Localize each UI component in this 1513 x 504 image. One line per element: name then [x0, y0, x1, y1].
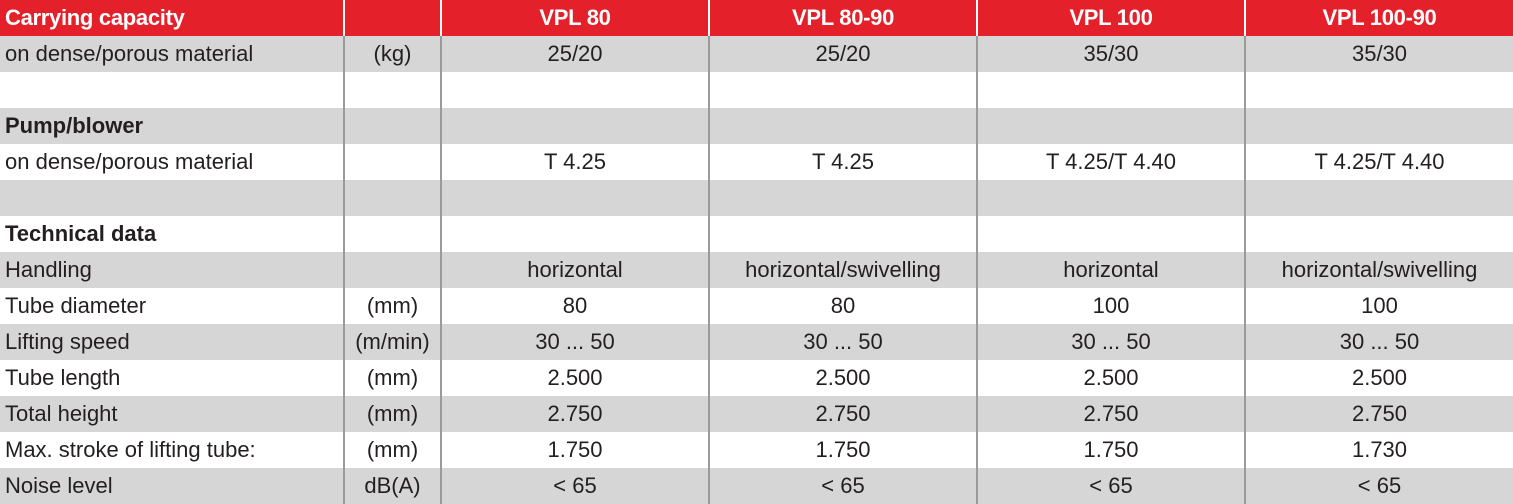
table-row: Handling horizontal horizontal/swivellin…	[0, 252, 1513, 288]
cell-value	[1244, 180, 1513, 216]
row-label	[0, 72, 344, 108]
cell-value: 35/30	[1244, 36, 1513, 72]
row-unit	[343, 252, 441, 288]
cell-value	[708, 72, 977, 108]
row-unit	[343, 180, 441, 216]
cell-value: 25/20	[440, 36, 709, 72]
header-model-vpl-80-90: VPL 80-90	[708, 0, 977, 36]
cell-value: 80	[440, 288, 709, 324]
cell-value: horizontal	[440, 252, 709, 288]
cell-value: 100	[1244, 288, 1513, 324]
cell-value: 30 ... 50	[1244, 324, 1513, 360]
cell-value: 1.750	[976, 432, 1245, 468]
row-label: on dense/porous material	[0, 36, 344, 72]
cell-value: 30 ... 50	[976, 324, 1245, 360]
cell-value: 30 ... 50	[440, 324, 709, 360]
cell-value: 2.750	[1244, 396, 1513, 432]
cell-value: horizontal/swivelling	[1244, 252, 1513, 288]
header-model-vpl-100: VPL 100	[976, 0, 1245, 36]
cell-value	[440, 180, 709, 216]
row-unit	[343, 108, 441, 144]
cell-value: 25/20	[708, 36, 977, 72]
cell-value: < 65	[708, 468, 977, 504]
row-unit	[343, 144, 441, 180]
header-model-vpl-100-90: VPL 100-90	[1244, 0, 1513, 36]
cell-value: 2.500	[976, 360, 1245, 396]
table-row: on dense/porous material T 4.25 T 4.25 T…	[0, 144, 1513, 180]
cell-value: T 4.25	[708, 144, 977, 180]
table-row: Technical data	[0, 216, 1513, 252]
cell-value: 2.500	[440, 360, 709, 396]
cell-value: 2.750	[708, 396, 977, 432]
cell-value: < 65	[1244, 468, 1513, 504]
cell-value	[708, 108, 977, 144]
row-unit: dB(A)	[343, 468, 441, 504]
row-unit: (m/min)	[343, 324, 441, 360]
cell-value: T 4.25/T 4.40	[1244, 144, 1513, 180]
row-label	[0, 180, 344, 216]
cell-value: < 65	[440, 468, 709, 504]
header-unit	[343, 0, 441, 36]
table-row: Noise level dB(A) < 65 < 65 < 65 < 65	[0, 468, 1513, 504]
row-unit: (mm)	[343, 396, 441, 432]
header-model-vpl-80: VPL 80	[440, 0, 709, 36]
cell-value	[976, 180, 1245, 216]
cell-value: T 4.25/T 4.40	[976, 144, 1245, 180]
row-label: Tube length	[0, 360, 344, 396]
cell-value: T 4.25	[440, 144, 709, 180]
cell-value: 80	[708, 288, 977, 324]
cell-value: 1.730	[1244, 432, 1513, 468]
row-label: Total height	[0, 396, 344, 432]
row-unit	[343, 72, 441, 108]
cell-value	[1244, 72, 1513, 108]
cell-value	[976, 108, 1245, 144]
cell-value: < 65	[976, 468, 1245, 504]
row-label: Noise level	[0, 468, 344, 504]
table-row	[0, 72, 1513, 108]
cell-value: 100	[976, 288, 1245, 324]
cell-value: horizontal/swivelling	[708, 252, 977, 288]
row-unit: (mm)	[343, 360, 441, 396]
section-heading: Pump/blower	[0, 108, 344, 144]
cell-value	[708, 180, 977, 216]
table-row: Total height (mm) 2.750 2.750 2.750 2.75…	[0, 396, 1513, 432]
table-row: Lifting speed (m/min) 30 ... 50 30 ... 5…	[0, 324, 1513, 360]
row-unit: (mm)	[343, 288, 441, 324]
cell-value	[708, 216, 977, 252]
cell-value	[976, 72, 1245, 108]
row-unit: (kg)	[343, 36, 441, 72]
cell-value: 1.750	[708, 432, 977, 468]
cell-value: 35/30	[976, 36, 1245, 72]
cell-value	[976, 216, 1245, 252]
section-heading: Technical data	[0, 216, 344, 252]
row-label: Handling	[0, 252, 344, 288]
cell-value	[1244, 216, 1513, 252]
row-label: Tube diameter	[0, 288, 344, 324]
cell-value: 2.500	[708, 360, 977, 396]
table-row: Max. stroke of lifting tube: (mm) 1.750 …	[0, 432, 1513, 468]
row-label: on dense/porous material	[0, 144, 344, 180]
header-title: Carrying capacity	[0, 0, 344, 36]
table-row: Tube diameter (mm) 80 80 100 100	[0, 288, 1513, 324]
table-row: on dense/porous material (kg) 25/20 25/2…	[0, 36, 1513, 72]
cell-value: 2.750	[976, 396, 1245, 432]
cell-value	[440, 72, 709, 108]
cell-value	[440, 216, 709, 252]
cell-value	[440, 108, 709, 144]
header-row: Carrying capacity VPL 80 VPL 80-90 VPL 1…	[0, 0, 1513, 36]
table-row	[0, 180, 1513, 216]
row-label: Lifting speed	[0, 324, 344, 360]
row-unit: (mm)	[343, 432, 441, 468]
cell-value: 2.750	[440, 396, 709, 432]
row-unit	[343, 216, 441, 252]
cell-value: 30 ... 50	[708, 324, 977, 360]
table-row: Pump/blower	[0, 108, 1513, 144]
cell-value: 1.750	[440, 432, 709, 468]
cell-value	[1244, 108, 1513, 144]
cell-value: horizontal	[976, 252, 1245, 288]
table-row: Tube length (mm) 2.500 2.500 2.500 2.500	[0, 360, 1513, 396]
cell-value: 2.500	[1244, 360, 1513, 396]
row-label: Max. stroke of lifting tube:	[0, 432, 344, 468]
